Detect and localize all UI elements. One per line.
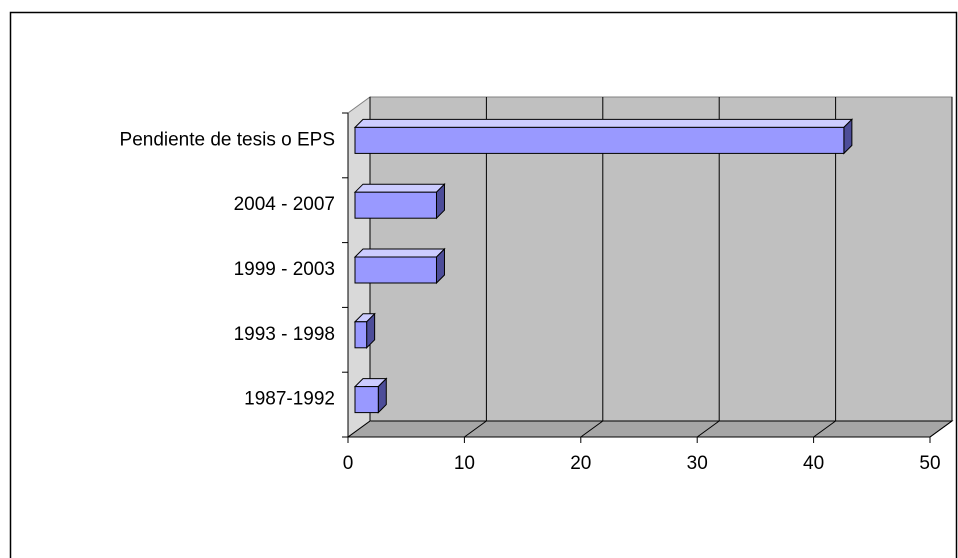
bar-top [353,248,446,258]
bar [354,191,437,219]
grid-line [813,420,836,438]
grid-line [580,420,604,438]
bar [354,386,379,414]
grid-line [929,420,953,438]
y-tick-label: Pendiente de tesis o EPS [120,129,335,150]
grid-line [464,420,487,438]
y-tick-label: 1987-1992 [244,389,335,410]
bar [354,256,437,284]
bar-top [353,118,854,128]
bar-top [353,183,446,193]
bar [354,126,845,154]
x-tick-label: 50 [919,453,940,474]
floor [346,420,954,438]
grid-line [696,420,720,438]
x-tick-label: 20 [570,453,591,474]
y-tick-label: 1999 - 2003 [234,259,335,280]
x-tick-label: 10 [454,453,475,474]
x-tick-label: 40 [803,453,824,474]
bar [354,321,368,349]
x-tick-label: 0 [343,453,354,474]
y-tick-label: 2004 - 2007 [234,194,335,215]
y-tick-label: 1993 - 1998 [234,324,335,345]
grid-line [347,420,371,438]
x-tick-label: 30 [687,453,708,474]
